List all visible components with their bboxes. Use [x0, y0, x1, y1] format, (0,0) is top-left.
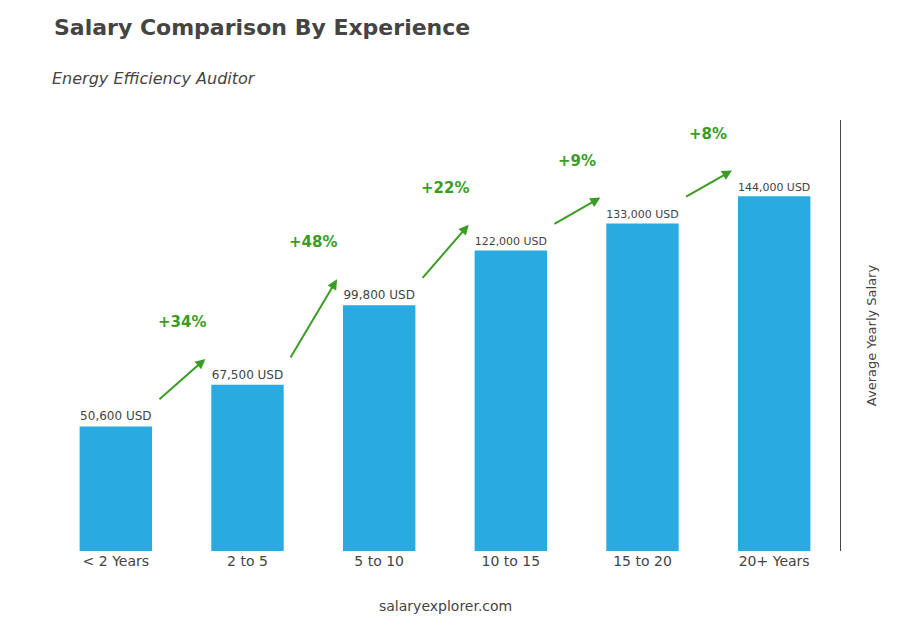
svg-text:salaryexplorer.com: salaryexplorer.com: [379, 598, 512, 614]
svg-text:20+ Years: 20+ Years: [739, 553, 810, 569]
svg-text:10 to 15: 10 to 15: [482, 553, 541, 569]
svg-text:144,000 USD: 144,000 USD: [738, 181, 810, 194]
svg-text:+22%: +22%: [421, 179, 469, 197]
svg-text:Salary Comparison By Experienc: Salary Comparison By Experience: [54, 15, 470, 40]
svg-text:50,600 USD: 50,600 USD: [80, 409, 151, 423]
svg-text:Average Yearly Salary: Average Yearly Salary: [864, 265, 879, 407]
svg-text:+34%: +34%: [158, 313, 206, 331]
svg-text:2 to 5: 2 to 5: [227, 553, 268, 569]
svg-text:67,500 USD: 67,500 USD: [212, 368, 283, 382]
svg-text:+9%: +9%: [558, 152, 596, 170]
svg-text:15 to 20: 15 to 20: [613, 553, 672, 569]
svg-text:+8%: +8%: [689, 125, 727, 143]
svg-text:133,000 USD: 133,000 USD: [606, 208, 678, 221]
svg-text:Energy Efficiency Auditor: Energy Efficiency Auditor: [52, 69, 256, 88]
svg-text:122,000 USD: 122,000 USD: [475, 235, 547, 248]
svg-text:5 to 10: 5 to 10: [354, 553, 404, 569]
svg-text:+48%: +48%: [289, 233, 337, 251]
svg-text:< 2 Years: < 2 Years: [83, 553, 149, 569]
svg-text:99,800 USD: 99,800 USD: [343, 288, 414, 302]
